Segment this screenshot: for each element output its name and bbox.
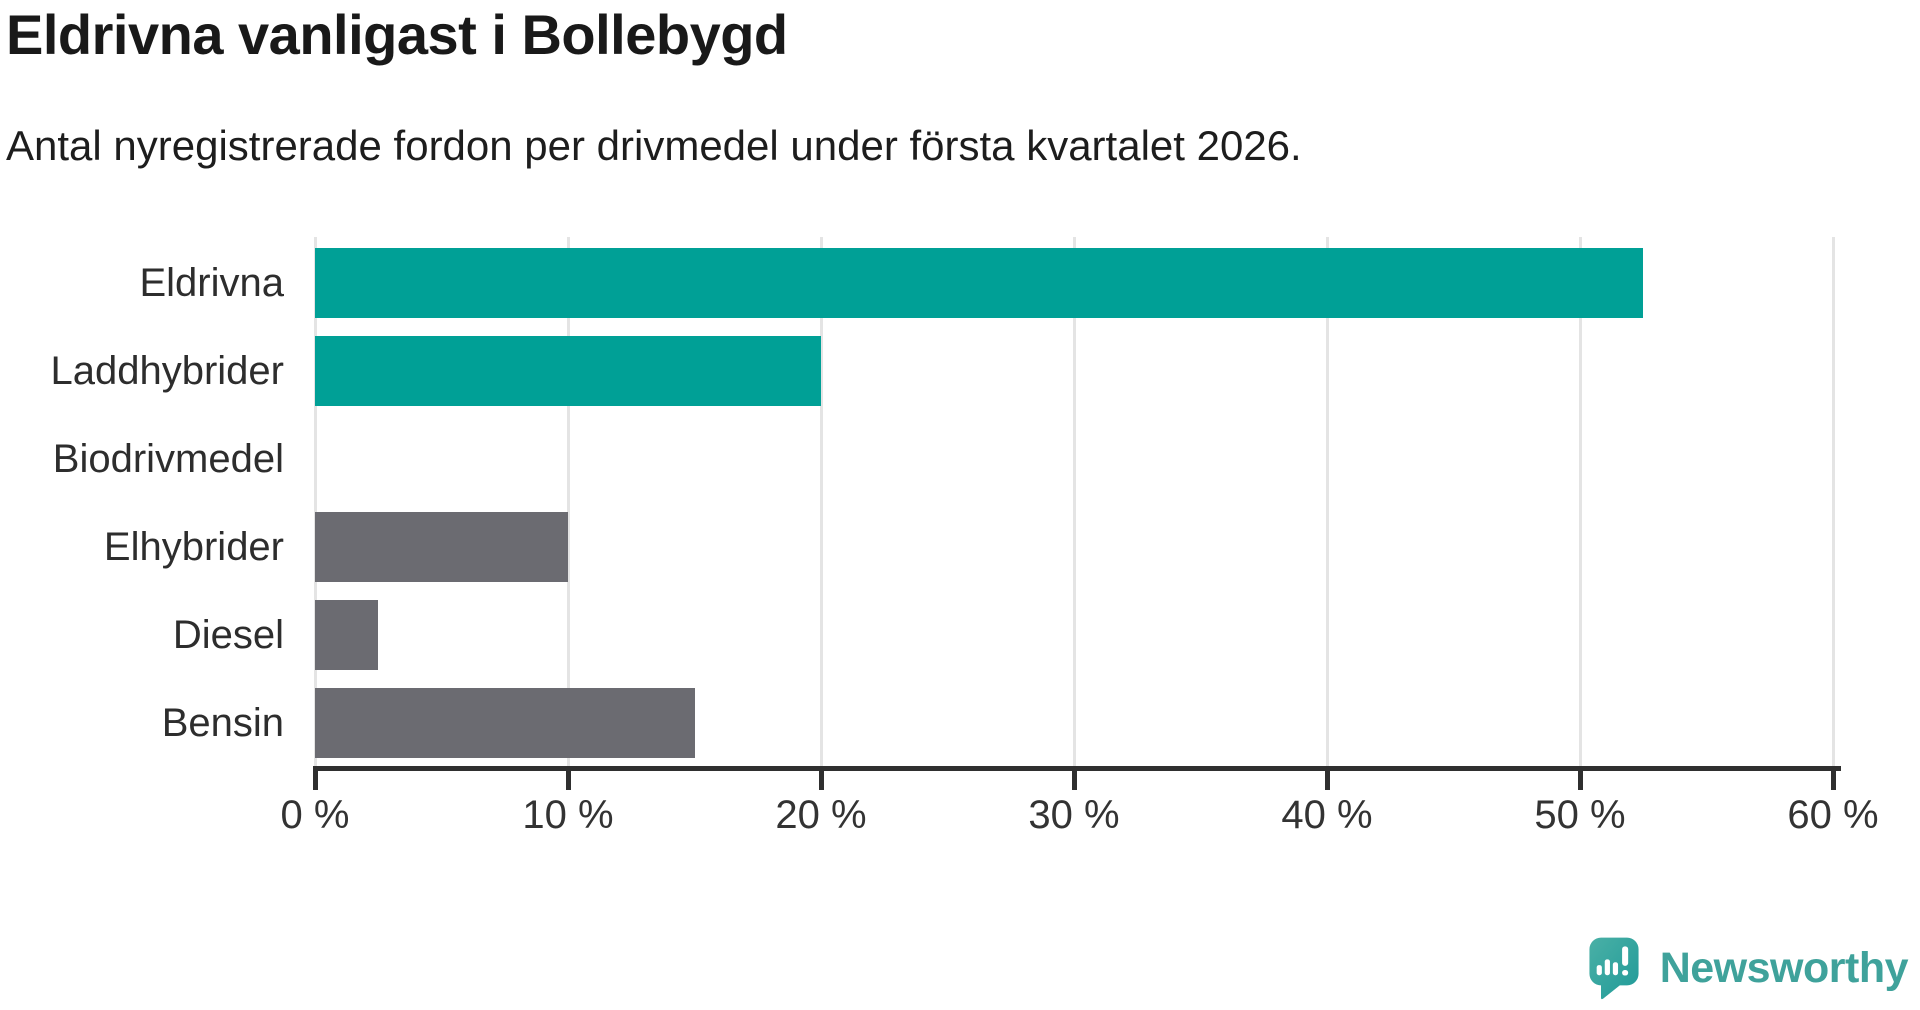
gridline [313,237,317,766]
category-label-elhybrider: Elhybrider [103,525,284,569]
category-label-biodrivmedel: Biodrivmedel [52,437,284,481]
x-tick-label: 10 % [522,793,614,837]
x-axis-tick [1071,766,1077,790]
x-tick-label: 30 % [1028,793,1120,837]
x-axis-tick [312,766,318,790]
newsworthy-logo: Newsworthy [1588,936,1909,1000]
category-label-diesel: Diesel [172,613,284,657]
newsworthy-logo-text: Newsworthy [1659,943,1909,992]
gridline [566,237,570,766]
bar-chart: 0 % 10 % 20 % 30 % 40 % 50 % 60 % Eldrivna Laddh… [0,237,1920,877]
gridline [1578,237,1582,766]
x-tick-label: 0 % [280,793,350,837]
chart-subtitle: Antal nyregistrerade fordon per drivmede… [6,122,1302,169]
x-tick-label: 40 % [1281,793,1373,837]
x-axis-line [313,766,1841,771]
chart-title: Eldrivna vanligast i Bollebygd [6,3,788,66]
x-tick-label: 60 % [1787,793,1879,837]
bar-elhybrider [315,512,568,582]
x-axis-tick [1324,766,1330,790]
bar-eldrivna [315,248,1644,318]
bar-bensin [315,688,695,758]
x-axis-tick [1577,766,1583,790]
gridline [819,237,823,766]
x-axis-tick [818,766,824,790]
gridline [1325,237,1329,766]
category-label-eldrivna: Eldrivna [139,261,284,305]
gridline [1072,237,1076,766]
bar-laddhybrider [315,336,821,406]
x-tick-label: 20 % [775,793,867,837]
x-tick-label: 50 % [1534,793,1626,837]
x-axis-tick [1830,766,1836,790]
bar-diesel [315,600,379,670]
x-axis-tick [565,766,571,790]
category-label-laddhybrider: Laddhybrider [50,349,285,393]
newsworthy-speech-bubble-chart-icon [1589,937,1639,1000]
gridline [1831,237,1835,766]
category-label-bensin: Bensin [161,701,284,745]
